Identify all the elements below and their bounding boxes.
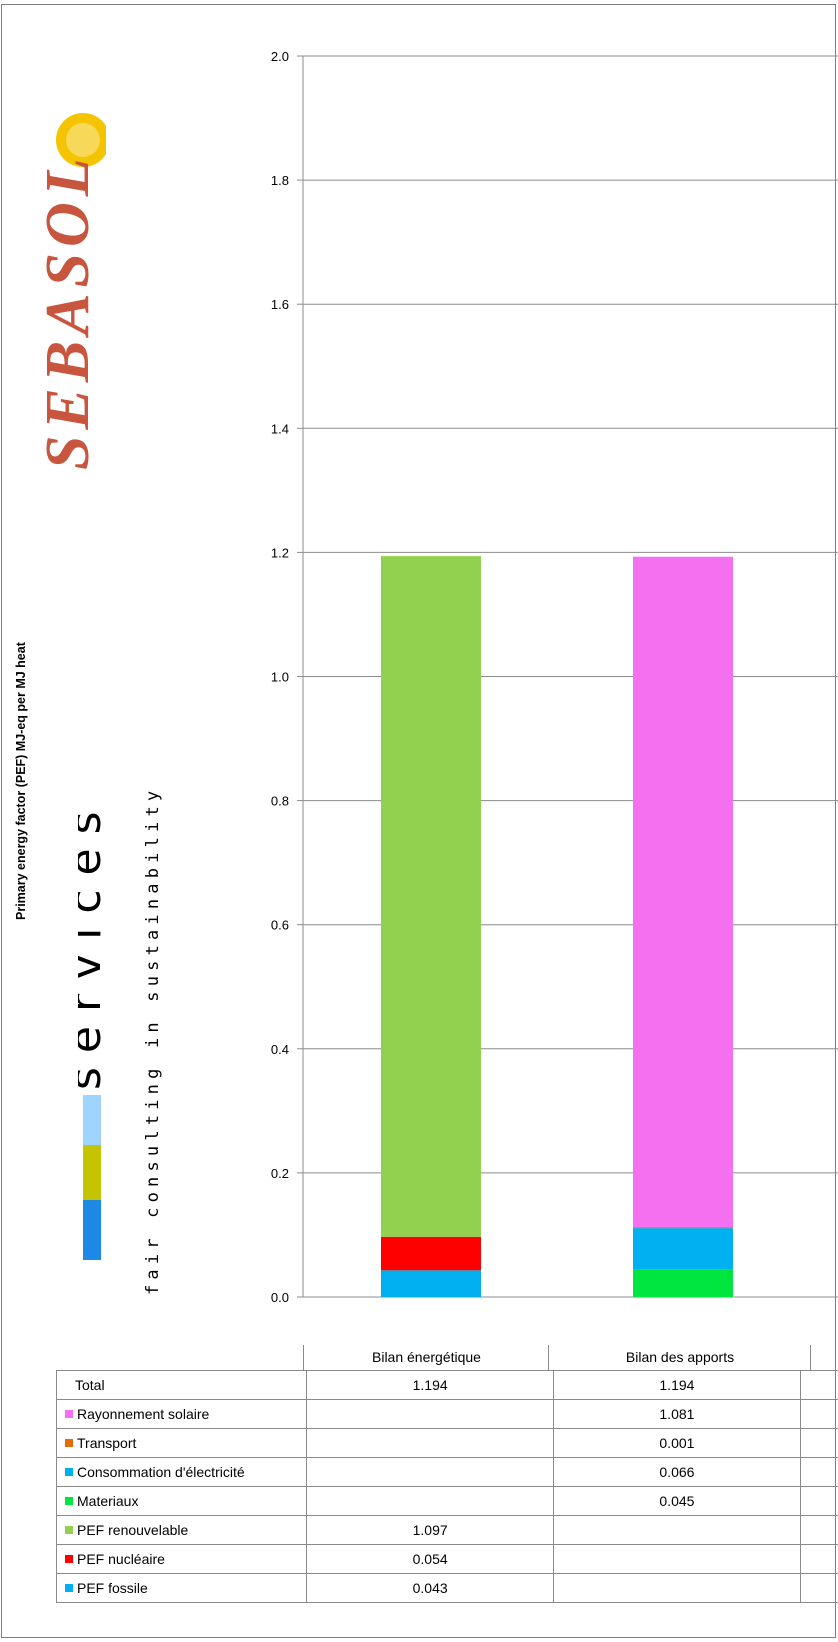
table-cell-empty [799, 1515, 838, 1545]
table-cell-empty [799, 1399, 838, 1429]
y-tick-label: 1.0 [271, 670, 289, 685]
legend-swatch [65, 1410, 73, 1418]
table-cell [306, 1457, 555, 1487]
legend-swatch [65, 1584, 73, 1592]
legend-swatch [65, 1526, 73, 1534]
y-tick-label: 1.2 [271, 545, 289, 560]
table-cell-empty [799, 1573, 838, 1603]
data-table: Total 1.194 1.194 Rayonnement solaire 1.081 T… [55, 1370, 838, 1603]
y-tick-label: 1.8 [271, 173, 289, 188]
table-cell: 1.081 [553, 1399, 801, 1429]
y-tick-label: 1.4 [271, 421, 289, 436]
table-cell: 1.097 [306, 1515, 555, 1545]
table-row: PEF fossile 0.043 [55, 1573, 838, 1603]
chart-plot: 0.0 0.2 0.4 0.6 0.8 1.0 1.2 1.4 1.6 1.8 2.0 [271, 49, 838, 1305]
y-tick-label: 0.4 [271, 1042, 289, 1057]
table-row: Materiaux 0.045 [55, 1486, 838, 1516]
table-row: Transport 0.001 [55, 1428, 838, 1458]
table-cell: 0.045 [553, 1486, 801, 1516]
table-cell [306, 1399, 555, 1429]
bar-segment [633, 556, 733, 1228]
table-cell-empty [799, 1428, 838, 1458]
sebasol-logo: SEBASOL [34, 113, 106, 470]
table-cell [553, 1573, 801, 1603]
table-cell [553, 1544, 801, 1574]
table-cell: 0.066 [553, 1457, 801, 1487]
bar-segment [633, 1228, 733, 1270]
y-tick-label: 1.6 [271, 297, 289, 312]
table-row-label: Rayonnement solaire [55, 1399, 308, 1429]
table-row-label: Total [55, 1370, 308, 1400]
category-label-empty [810, 1345, 838, 1370]
legend-swatch [65, 1468, 73, 1476]
table-row: PEF nucléaire 0.054 [55, 1544, 838, 1574]
table-cell: 0.054 [306, 1544, 555, 1574]
table-row: Total 1.194 1.194 [55, 1370, 838, 1400]
table-cell-empty [799, 1457, 838, 1487]
y-tick-label: 0.0 [271, 1290, 289, 1305]
legend-swatch [65, 1555, 73, 1563]
y-tick-label: 0.8 [271, 794, 289, 809]
table-row-label: Transport [55, 1428, 308, 1458]
bar-segment [381, 1270, 481, 1297]
category-label: Bilan énergétique [303, 1345, 549, 1370]
category-label: Bilan des apports [548, 1345, 811, 1370]
table-cell-empty [799, 1486, 838, 1516]
bar-segment [633, 1227, 733, 1229]
table-row: Rayonnement solaire 1.081 [55, 1399, 838, 1429]
sebasol-wordmark: SEBASOL [34, 152, 102, 470]
table-row-label: Consommation d'électricité [55, 1457, 308, 1487]
table-row-label: PEF fossile [55, 1573, 308, 1603]
bar-segment [381, 1236, 481, 1271]
table-cell-empty [799, 1544, 838, 1574]
esu-services-logo: services fair consulting in sustainabili… [78, 786, 163, 1295]
table-cell: 0.043 [306, 1573, 555, 1603]
table-cell [553, 1515, 801, 1545]
table-cell: 1.194 [553, 1370, 801, 1400]
table-cell [306, 1428, 555, 1458]
legend-swatch [65, 1439, 73, 1447]
chart-frame [1, 4, 836, 1638]
table-row-label: Materiaux [55, 1486, 308, 1516]
table-cell [306, 1486, 555, 1516]
table-cell: 1.194 [306, 1370, 555, 1400]
table-cell: 0.001 [553, 1428, 801, 1458]
table-row-label: PEF nucléaire [55, 1544, 308, 1574]
y-tick-label: 2.0 [271, 49, 289, 64]
legend-swatch [65, 1497, 73, 1505]
table-row-label: PEF renouvelable [55, 1515, 308, 1545]
y-tick-label: 0.2 [271, 1166, 289, 1181]
y-tick-label: 0.6 [271, 918, 289, 933]
bar-segment [633, 1269, 733, 1297]
esu-word-services: services [78, 797, 111, 1090]
bar-segment [381, 556, 481, 1237]
table-cell-empty [799, 1370, 838, 1400]
table-row: Consommation d'électricité 0.066 [55, 1457, 838, 1487]
esu-tagline: fair consulting in sustainability [143, 786, 163, 1295]
table-row: PEF renouvelable 1.097 [55, 1515, 838, 1545]
